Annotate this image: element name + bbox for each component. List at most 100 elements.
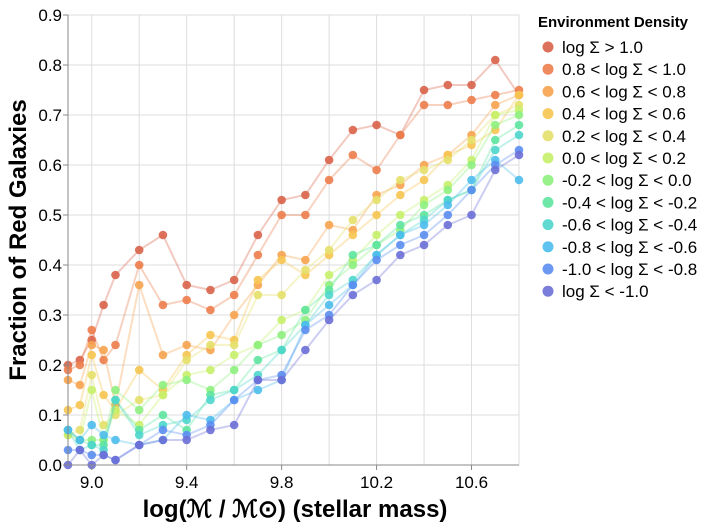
data-point <box>229 420 239 430</box>
legend-swatch <box>542 219 554 231</box>
data-point <box>206 365 215 375</box>
data-point <box>182 375 191 385</box>
data-point <box>348 260 358 270</box>
data-point <box>134 260 144 270</box>
data-point <box>229 385 239 395</box>
data-point <box>443 210 453 220</box>
data-point <box>372 195 381 205</box>
data-point <box>348 280 358 290</box>
y-tick-label: 0.6 <box>38 156 62 175</box>
legend-label: -0.8 < log Σ < -0.6 <box>562 238 697 257</box>
data-point <box>206 285 215 295</box>
legend-swatch <box>542 108 554 120</box>
data-point <box>301 255 310 265</box>
data-point <box>229 395 239 405</box>
legend-item: log Σ < -1.0 <box>542 282 649 301</box>
data-point <box>372 120 381 130</box>
data-point <box>229 340 239 350</box>
data-point <box>443 155 453 165</box>
data-point <box>134 395 144 405</box>
data-point <box>253 275 263 285</box>
data-point <box>348 290 358 300</box>
data-point <box>514 90 524 100</box>
y-tick-label: 0.2 <box>38 356 62 375</box>
legend-item: 0.0 < log Σ < 0.2 <box>542 149 686 168</box>
data-point <box>490 145 500 155</box>
data-point <box>396 190 405 200</box>
data-point <box>182 410 191 420</box>
legend-label: 0.2 < log Σ < 0.4 <box>562 127 686 146</box>
legend-item: -1.0 < log Σ < -0.8 <box>542 260 697 279</box>
data-point <box>348 150 358 160</box>
data-point <box>111 385 120 395</box>
data-point <box>158 425 168 435</box>
data-point <box>490 135 500 145</box>
data-point <box>253 375 263 385</box>
legend-title: Environment Density <box>538 14 689 31</box>
legend-label: -0.2 < log Σ < 0.0 <box>562 171 692 190</box>
data-point <box>419 165 429 175</box>
data-point <box>87 440 97 450</box>
data-point <box>99 355 108 365</box>
data-point <box>348 230 358 240</box>
data-point <box>396 250 405 260</box>
data-point <box>514 175 524 185</box>
series-line <box>67 94 520 412</box>
data-point <box>87 420 97 430</box>
x-tick-label: 9.8 <box>270 473 294 492</box>
data-point <box>372 210 381 220</box>
data-point <box>111 405 120 415</box>
data-point <box>182 340 191 350</box>
data-point <box>490 165 500 175</box>
data-point <box>490 55 500 65</box>
data-point <box>134 405 144 415</box>
data-point <box>182 280 191 290</box>
data-point <box>111 455 120 465</box>
data-point <box>229 275 239 285</box>
data-point <box>324 290 334 300</box>
y-tick-label: 0.9 <box>38 6 62 25</box>
legend-label: -0.6 < log Σ < -0.4 <box>562 216 697 235</box>
data-point <box>467 80 476 90</box>
data-point <box>134 365 144 375</box>
data-point <box>158 410 168 420</box>
data-point <box>443 220 453 230</box>
data-point <box>490 90 500 100</box>
data-point <box>111 340 120 350</box>
x-tick-label: 9.0 <box>80 473 104 492</box>
data-point <box>443 100 453 110</box>
data-point <box>277 290 286 300</box>
data-point <box>253 385 263 395</box>
data-point <box>324 220 334 230</box>
data-point <box>206 425 215 435</box>
data-point <box>419 200 429 210</box>
data-point <box>324 155 334 165</box>
data-point <box>111 270 120 280</box>
grid <box>67 14 520 466</box>
data-point <box>277 255 286 265</box>
data-point <box>99 430 108 440</box>
data-point <box>419 220 429 230</box>
series <box>63 85 524 375</box>
data-point <box>443 185 453 195</box>
data-point <box>134 245 144 255</box>
data-point <box>514 150 524 160</box>
legend-swatch <box>542 41 554 53</box>
data-point <box>99 450 108 460</box>
data-point <box>87 350 97 360</box>
legend-swatch <box>542 152 554 164</box>
data-point <box>99 420 108 430</box>
series-line <box>68 149 520 462</box>
data-point <box>324 175 334 185</box>
data-point <box>87 385 97 395</box>
data-point <box>158 350 168 360</box>
data-point <box>372 275 381 285</box>
series-line <box>67 134 520 452</box>
data-point <box>253 250 263 260</box>
series-line <box>67 124 520 446</box>
legend-label: 0.6 < log Σ < 0.8 <box>562 82 686 101</box>
legend-item: 0.8 < log Σ < 1.0 <box>542 60 686 79</box>
series <box>63 90 524 410</box>
series-line <box>67 94 520 406</box>
data-point <box>396 175 405 185</box>
